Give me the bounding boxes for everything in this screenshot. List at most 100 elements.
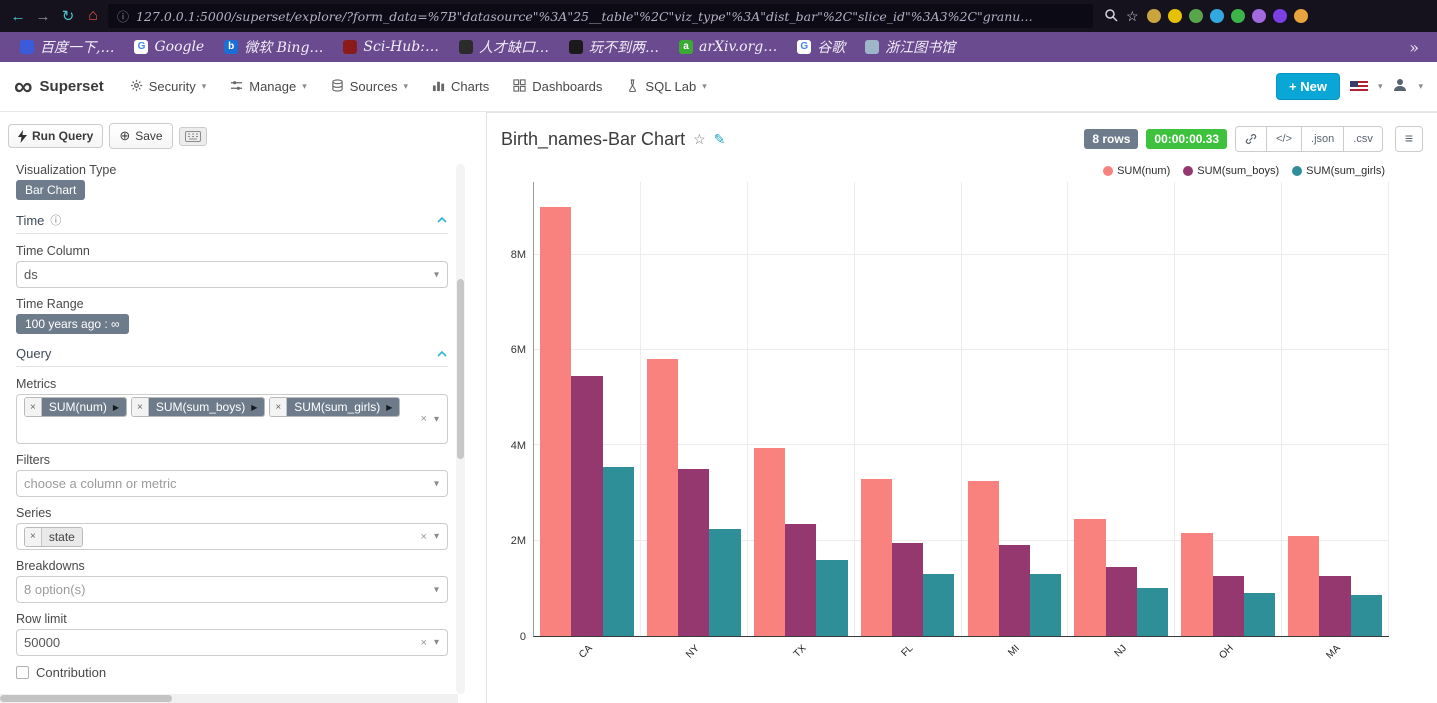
scrollbar-thumb[interactable] bbox=[457, 279, 464, 459]
bar-NJ[interactable] bbox=[1074, 519, 1106, 636]
nav-manage[interactable]: Manage ▾ bbox=[218, 62, 319, 112]
clear-icon[interactable]: × bbox=[420, 530, 427, 543]
bookmark-item[interactable]: Sci-Hub:… bbox=[333, 37, 449, 57]
remove-icon[interactable]: × bbox=[25, 398, 42, 416]
chevron-up-icon[interactable] bbox=[436, 216, 448, 224]
chevron-down-icon[interactable]: ▾ bbox=[433, 584, 439, 595]
metrics-select[interactable]: × SUM(num) ▶ × SUM(sum_boys) ▶ × SUM(sum_girls)… bbox=[16, 394, 448, 444]
bar-TX[interactable] bbox=[785, 523, 817, 636]
extension-icon[interactable] bbox=[1209, 9, 1224, 23]
bar-FL[interactable] bbox=[923, 574, 955, 636]
bar-MA[interactable] bbox=[1319, 576, 1351, 636]
panel-vertical-scrollbar[interactable] bbox=[456, 164, 465, 694]
bar-MI[interactable] bbox=[1030, 574, 1062, 636]
back-icon[interactable]: ← bbox=[10, 7, 26, 25]
series-select[interactable]: × state × ▾ bbox=[16, 523, 448, 550]
time-section-header[interactable]: Time ⓘ bbox=[16, 212, 448, 234]
filters-select[interactable]: choose a column or metric ▾ bbox=[16, 470, 448, 497]
edit-pencil-icon[interactable]: ✎ bbox=[713, 130, 726, 147]
remove-icon[interactable]: × bbox=[270, 398, 288, 416]
bar-MA[interactable] bbox=[1350, 595, 1382, 636]
extension-icon[interactable] bbox=[1167, 9, 1182, 23]
bar-TX[interactable] bbox=[816, 559, 848, 636]
bar-MI[interactable] bbox=[998, 545, 1031, 636]
chart-menu-button[interactable]: ≡ bbox=[1394, 126, 1423, 152]
nav-sources[interactable]: Sources ▾ bbox=[319, 62, 420, 112]
chevron-down-icon[interactable]: ▾ bbox=[433, 531, 439, 542]
view-query-button[interactable]: </> bbox=[1266, 126, 1303, 152]
scrollbar-thumb[interactable] bbox=[0, 695, 172, 702]
time-column-select[interactable]: ds ▾ bbox=[16, 261, 448, 288]
bar-NY[interactable] bbox=[678, 469, 710, 636]
bookmark-item[interactable]: G Google bbox=[124, 37, 214, 57]
bar-NY[interactable] bbox=[646, 359, 679, 636]
extension-icon[interactable] bbox=[1272, 9, 1287, 23]
bar-MA[interactable] bbox=[1288, 535, 1320, 636]
chevron-down-icon[interactable]: ▾ bbox=[433, 637, 439, 648]
home-icon[interactable]: ⌂ bbox=[88, 7, 98, 24]
forward-icon[interactable]: → bbox=[35, 7, 51, 25]
bookmark-item[interactable]: 玩不到两… bbox=[559, 35, 669, 59]
chevron-down-icon[interactable]: ▾ bbox=[1418, 81, 1423, 91]
metric-chip[interactable]: × SUM(sum_girls) ▶ bbox=[269, 397, 401, 417]
reload-icon[interactable]: ↻ bbox=[61, 8, 75, 25]
bookmark-item[interactable]: G 谷歌 bbox=[787, 35, 855, 59]
nav-security[interactable]: Security ▾ bbox=[118, 62, 219, 112]
time-range-chip[interactable]: 100 years ago : ∞ bbox=[16, 314, 129, 334]
bar-OH[interactable] bbox=[1212, 576, 1244, 636]
chevron-down-icon[interactable]: ▾ bbox=[1377, 81, 1383, 91]
legend-item[interactable]: SUM(sum_boys) bbox=[1183, 165, 1279, 177]
bar-FL[interactable] bbox=[860, 478, 892, 636]
bar-FL[interactable] bbox=[891, 543, 924, 636]
breakdowns-select[interactable]: 8 option(s) ▾ bbox=[16, 576, 448, 603]
extension-icon[interactable] bbox=[1146, 9, 1161, 23]
export-json-button[interactable]: .json bbox=[1301, 126, 1345, 152]
legend-item[interactable]: SUM(sum_girls) bbox=[1292, 165, 1385, 177]
chevron-down-icon[interactable]: ▾ bbox=[433, 478, 439, 489]
extension-icon[interactable] bbox=[1188, 9, 1203, 23]
extension-icon[interactable] bbox=[1251, 9, 1266, 23]
chevron-down-icon[interactable]: ▾ bbox=[433, 413, 439, 425]
bar-CA[interactable] bbox=[540, 206, 572, 636]
metric-chip[interactable]: × SUM(num) ▶ bbox=[24, 397, 128, 417]
bookmark-star-icon[interactable]: ☆ bbox=[1126, 7, 1139, 24]
series-chip[interactable]: × state bbox=[24, 526, 83, 547]
bookmark-item[interactable]: 人才缺口… bbox=[449, 35, 559, 59]
contribution-checkbox[interactable] bbox=[16, 666, 29, 679]
site-info-icon[interactable]: ⓘ bbox=[117, 9, 130, 24]
bookmark-item[interactable]: 百度一下,… bbox=[10, 35, 124, 59]
remove-icon[interactable]: × bbox=[25, 527, 42, 546]
remove-icon[interactable]: × bbox=[132, 398, 149, 416]
bar-NY[interactable] bbox=[709, 528, 741, 636]
user-icon[interactable] bbox=[1392, 77, 1408, 96]
save-button[interactable]: ⊕ Save bbox=[109, 123, 173, 149]
bar-MI[interactable] bbox=[967, 481, 999, 636]
bar-CA[interactable] bbox=[602, 466, 634, 636]
viz-type-chip[interactable]: Bar Chart bbox=[16, 180, 86, 200]
bar-CA[interactable] bbox=[571, 376, 603, 636]
nav-charts[interactable]: Charts bbox=[420, 62, 501, 112]
bar-OH[interactable] bbox=[1181, 533, 1213, 636]
clear-icon[interactable]: × bbox=[420, 413, 427, 425]
query-section-header[interactable]: Query bbox=[16, 346, 448, 367]
bar-NJ[interactable] bbox=[1105, 566, 1137, 636]
clear-icon[interactable]: × bbox=[420, 636, 427, 649]
chevron-up-icon[interactable] bbox=[436, 350, 448, 358]
nav-sql-lab[interactable]: SQL Lab ▾ bbox=[614, 62, 718, 112]
share-link-button[interactable] bbox=[1235, 126, 1268, 152]
export-csv-button[interactable]: .csv bbox=[1343, 126, 1383, 152]
keyboard-shortcuts-icon[interactable] bbox=[178, 126, 207, 146]
bookmarks-overflow-chevron[interactable]: » bbox=[1409, 37, 1419, 57]
bar-NJ[interactable] bbox=[1136, 588, 1169, 636]
bar-TX[interactable] bbox=[753, 447, 786, 636]
panel-horizontal-scrollbar[interactable] bbox=[0, 694, 458, 703]
search-icon[interactable] bbox=[1104, 8, 1118, 25]
extension-icon[interactable] bbox=[1230, 9, 1245, 23]
bookmark-item[interactable]: 浙江图书馆 bbox=[855, 35, 965, 59]
language-flag-icon[interactable] bbox=[1349, 80, 1368, 93]
row-limit-select[interactable]: 50000 × ▾ bbox=[16, 629, 448, 656]
new-button[interactable]: + New bbox=[1276, 73, 1340, 100]
metric-chip[interactable]: × SUM(sum_boys) ▶ bbox=[131, 397, 266, 417]
bookmark-item[interactable]: a arXiv.org… bbox=[669, 37, 787, 57]
bookmark-item[interactable]: b 微软 Bing… bbox=[214, 35, 333, 59]
